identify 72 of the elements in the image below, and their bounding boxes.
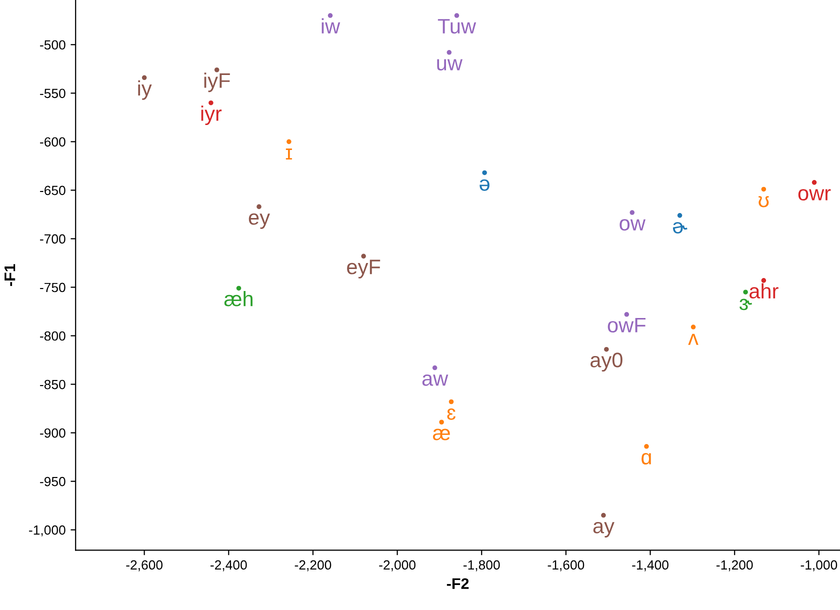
point <box>236 286 242 291</box>
point <box>761 278 766 283</box>
point <box>743 290 748 294</box>
data-label: owF <box>608 318 646 332</box>
y-tick-label: -500 <box>40 40 66 50</box>
data-label: ɚ <box>672 222 688 234</box>
y-tick-label: -600 <box>40 137 66 147</box>
x-tick-label: -1,000 <box>800 560 838 572</box>
point <box>214 67 220 72</box>
point <box>812 180 817 185</box>
data-label: ay <box>593 522 614 538</box>
data-label: Tuw <box>438 19 476 34</box>
point <box>690 324 696 330</box>
y-tick-label: -950 <box>40 476 66 486</box>
data-label: iy <box>138 80 152 100</box>
y-tick-label: -700 <box>40 234 66 244</box>
data-label: ɑ <box>642 453 651 464</box>
x-tick-label: -2,200 <box>294 560 332 572</box>
y-tick-label: -900 <box>40 428 66 438</box>
x-axis-title: -F2 <box>446 578 469 589</box>
y-tick-label: -750 <box>40 282 66 292</box>
data-label: ɪ <box>286 148 292 160</box>
y-tick-label: -850 <box>40 380 66 390</box>
data-label: ɛ <box>447 408 456 420</box>
data-label: æ <box>432 428 450 440</box>
y-tick-label: -650 <box>40 186 66 196</box>
data-label: ey <box>248 213 270 229</box>
point <box>601 512 606 518</box>
data-label: ow <box>620 219 646 231</box>
x-tick-label: -1,400 <box>632 560 668 572</box>
point <box>624 312 630 317</box>
point <box>286 139 292 144</box>
data-label: ahr <box>750 283 778 299</box>
data-label: ɝ <box>740 298 752 310</box>
data-label: iw <box>322 18 340 34</box>
x-tick-label: -2,600 <box>126 560 163 572</box>
data-label: ʌ <box>688 334 698 345</box>
x-tick-label: -2,000 <box>379 560 416 572</box>
point <box>439 420 444 425</box>
point <box>142 75 147 80</box>
data-label: aw <box>422 374 448 386</box>
data-label: ə <box>480 179 490 191</box>
data-label: iyr <box>201 106 222 126</box>
data-label: iyF <box>204 72 230 92</box>
x-tick-label: -1,600 <box>548 560 584 572</box>
point <box>448 399 454 404</box>
point <box>454 13 460 18</box>
x-tick-label: -1,800 <box>464 560 500 572</box>
point <box>361 254 366 259</box>
point <box>604 346 609 352</box>
point <box>432 365 438 370</box>
point <box>328 13 333 18</box>
y-tick-label: -1,000 <box>29 525 66 536</box>
point <box>446 50 452 55</box>
data-label: æh <box>224 290 252 306</box>
x-tick-label: -2,400 <box>210 560 247 572</box>
data-label: ay0 <box>590 352 622 372</box>
point <box>208 100 214 106</box>
y-tick-label: -800 <box>40 331 66 341</box>
point <box>761 186 766 192</box>
point <box>482 170 487 176</box>
data-label: ʊ <box>758 196 769 208</box>
data-label: owr <box>798 189 831 201</box>
point <box>644 444 649 449</box>
y-tick-label: -550 <box>40 88 66 98</box>
x-tick-label: -1,200 <box>716 560 753 572</box>
point <box>677 213 682 218</box>
point <box>630 210 635 215</box>
point <box>256 204 262 210</box>
y-axis-title: -F1 <box>4 264 16 286</box>
data-label: eyF <box>347 260 380 278</box>
data-label: uw <box>437 59 463 70</box>
